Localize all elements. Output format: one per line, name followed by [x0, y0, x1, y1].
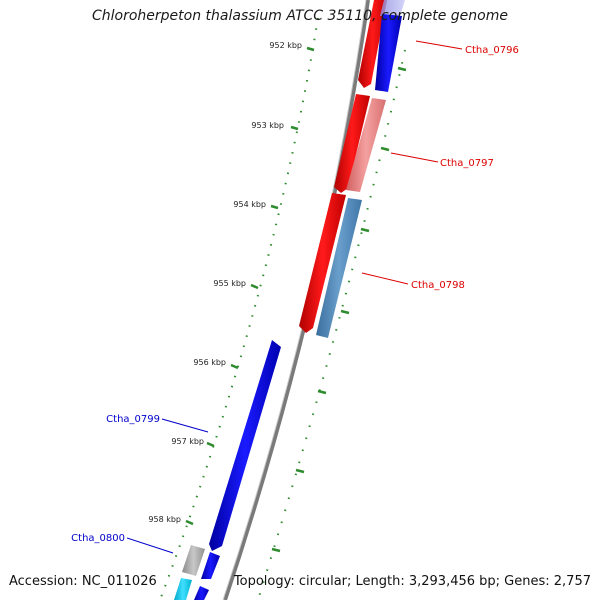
- outer-tick: [295, 468, 305, 474]
- tick-label-958: 958 kbp: [148, 515, 181, 524]
- outer-tick: [380, 146, 390, 152]
- tick-label-956: 956 kbp: [193, 358, 226, 367]
- outer-tick: [271, 547, 281, 553]
- ruler-dots-outer: [257, 49, 406, 600]
- gene-ctha-0798-outer-segment[interactable]: [316, 198, 362, 338]
- leader-line-ctha-0798: [361, 272, 409, 285]
- outer-tick: [317, 389, 327, 395]
- outer-tick: [340, 309, 350, 315]
- gene-label-ctha-0796[interactable]: Ctha_0796: [465, 45, 519, 56]
- gene-label-ctha-0800[interactable]: Ctha_0800: [71, 533, 125, 544]
- outer-tick: [397, 66, 407, 72]
- gene-label-ctha-0797[interactable]: Ctha_0797: [440, 158, 494, 169]
- leader-line-ctha-0800: [126, 537, 174, 554]
- tick-mark-954: [270, 204, 279, 210]
- tick-mark-956: [230, 363, 239, 370]
- outer-tick: [360, 227, 370, 233]
- tick-mark-957: [206, 441, 215, 448]
- gene-ctha-0800-blue-segment[interactable]: [201, 552, 220, 579]
- genome-summary-text: Topology: circular; Length: 3,293,456 bp…: [233, 574, 591, 589]
- gene-ctha-0797-segment[interactable]: [334, 94, 370, 193]
- gene-ctha-0799-segment[interactable]: [209, 340, 281, 551]
- gene-ctha-0796-segment[interactable]: [358, 0, 387, 88]
- map-title: Chloroherpeton thalassium ATCC 35110, co…: [92, 8, 508, 24]
- tick-label-952: 952 kbp: [269, 41, 302, 50]
- gene-cyan-segment[interactable]: [174, 578, 192, 600]
- tick-label-957: 957 kbp: [171, 437, 204, 446]
- gene-ctha-0797-outer-segment[interactable]: [346, 98, 386, 192]
- gene-label-ctha-0799[interactable]: Ctha_0799: [106, 414, 160, 425]
- tick-mark-955: [250, 283, 259, 290]
- gene-blue-bottom-segment[interactable]: [194, 586, 209, 600]
- ruler-dots-inner: [159, 17, 319, 600]
- tick-label-954: 954 kbp: [233, 200, 266, 209]
- leader-line-ctha-0796: [415, 40, 463, 50]
- tick-mark-953: [290, 125, 299, 131]
- accession-text: Accession: NC_011026: [9, 574, 157, 589]
- gene-ctha-0798-segment[interactable]: [299, 193, 346, 333]
- genome-backbone-highlight: [222, 0, 367, 600]
- gene-ctha-0796-outer-segment[interactable]: [375, 14, 402, 92]
- gene-outer-lavender-segment[interactable]: [380, 0, 405, 16]
- gene-ctha-0800-segment[interactable]: [182, 545, 205, 576]
- tick-mark-952: [306, 46, 315, 52]
- leader-line-ctha-0799: [161, 418, 209, 433]
- genome-backbone: [223, 0, 370, 600]
- tick-label-955: 955 kbp: [213, 279, 246, 288]
- tick-mark-958: [185, 519, 194, 526]
- leader-line-ctha-0797: [390, 152, 439, 163]
- gene-label-ctha-0798[interactable]: Ctha_0798: [411, 280, 465, 291]
- tick-label-953: 953 kbp: [251, 121, 284, 130]
